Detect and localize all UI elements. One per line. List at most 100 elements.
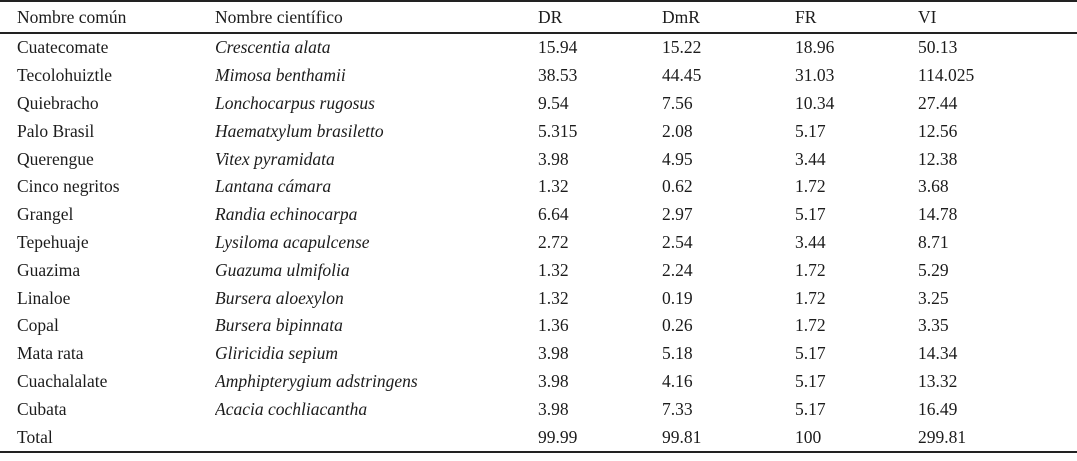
cell-fr: 5.17 (795, 343, 826, 364)
cell-common-name: Guazima (17, 259, 81, 280)
table-row: Mata rata Gliricidia sepium 3.98 5.18 5.17 14… (0, 340, 1077, 368)
cell-common-name: Cinco negritos (17, 176, 120, 197)
header-row: Nombre común Nombre científico DR DmR FR… (0, 0, 1077, 34)
cell-scientific-name (215, 423, 538, 453)
cell-scientific-name: Gliricidia sepium (215, 343, 338, 364)
cell-dr: 38.53 (538, 65, 578, 86)
cell-common-name: Cubata (17, 398, 67, 419)
table-row: Palo Brasil Haematxylum brasiletto 5.315 2.… (0, 117, 1077, 145)
table-row: Cinco negritos Lantana cámara 1.32 0.62 1.72… (0, 173, 1077, 201)
cell-dmr: 7.33 (662, 398, 693, 419)
cell-vi: 114.025 (918, 65, 975, 86)
cell-scientific-name: Lonchocarpus rugosus (215, 92, 375, 113)
cell-dmr: 44.45 (662, 65, 702, 86)
cell-common-name: Total (0, 423, 215, 453)
cell-fr: 18.96 (795, 37, 835, 58)
cell-fr: 100 (795, 423, 918, 453)
cell-vi: 16.49 (918, 398, 958, 419)
cell-scientific-name: Guazuma ulmifolia (215, 259, 350, 280)
cell-vi: 299.81 (918, 423, 1077, 453)
cell-scientific-name: Lysiloma acapulcense (215, 231, 370, 252)
cell-dr: 1.32 (538, 287, 569, 308)
total-row: Total 99.99 99.81 100 299.81 (0, 423, 1077, 453)
cell-common-name: Copal (17, 315, 59, 336)
table-row: Querengue Vitex pyramidata 3.98 4.95 3.44 12.… (0, 145, 1077, 173)
table-row: Cuatecomate Crescentia alata 15.94 15.22 18.… (0, 33, 1077, 62)
cell-dr: 5.315 (538, 120, 578, 141)
cell-common-name: Tecolohuiztle (17, 65, 112, 86)
header-dmr: DmR (662, 0, 795, 34)
header-dr: DR (538, 0, 662, 34)
cell-dr: 3.98 (538, 398, 569, 419)
cell-scientific-name: Lantana cámara (215, 176, 332, 197)
cell-scientific-name: Crescentia alata (215, 37, 331, 58)
cell-common-name: Cuachalalate (17, 370, 108, 391)
cell-dmr: 7.56 (662, 92, 693, 113)
cell-vi: 50.13 (918, 37, 958, 58)
cell-vi: 14.78 (918, 204, 958, 225)
cell-dmr: 0.26 (662, 315, 693, 336)
cell-common-name: Palo Brasil (17, 120, 95, 141)
cell-dmr: 2.24 (662, 259, 693, 280)
cell-dmr: 4.16 (662, 370, 693, 391)
cell-dmr: 99.81 (662, 423, 795, 453)
cell-dr: 15.94 (538, 37, 578, 58)
table-row: Cuachalalate Amphipterygium adstringens 3.… (0, 368, 1077, 396)
cell-dr: 9.54 (538, 92, 569, 113)
table-body: Cuatecomate Crescentia alata 15.94 15.22 18.… (0, 33, 1077, 453)
cell-vi: 8.71 (918, 231, 949, 252)
cell-vi: 5.29 (918, 259, 949, 280)
cell-common-name: Grangel (17, 204, 74, 225)
cell-fr: 31.03 (795, 65, 835, 86)
cell-dr: 1.32 (538, 176, 569, 197)
cell-common-name: Linaloe (17, 287, 71, 308)
cell-common-name: Cuatecomate (17, 37, 109, 58)
cell-vi: 12.38 (918, 148, 958, 169)
cell-scientific-name: Bursera aloexylon (215, 287, 344, 308)
cell-dmr: 2.97 (662, 204, 693, 225)
header-vi: VI (918, 0, 1077, 34)
cell-fr: 5.17 (795, 120, 826, 141)
cell-fr: 5.17 (795, 204, 826, 225)
cell-dr: 1.36 (538, 315, 569, 336)
cell-dr: 6.64 (538, 204, 569, 225)
cell-vi: 3.68 (918, 176, 949, 197)
cell-fr: 1.72 (795, 287, 826, 308)
header-common-name: Nombre común (0, 0, 215, 34)
cell-vi: 3.25 (918, 287, 949, 308)
cell-common-name: Tepehuaje (17, 231, 89, 252)
cell-dr: 1.32 (538, 259, 569, 280)
cell-vi: 27.44 (918, 92, 958, 113)
table-row: Grangel Randia echinocarpa 6.64 2.97 5.17 14.… (0, 201, 1077, 229)
table-header: Nombre común Nombre científico DR DmR FR… (0, 0, 1077, 34)
cell-dmr: 4.95 (662, 148, 693, 169)
cell-scientific-name: Randia echinocarpa (215, 204, 358, 225)
cell-vi: 3.35 (918, 315, 949, 336)
cell-fr: 3.44 (795, 231, 826, 252)
table-row: Copal Bursera bipinnata 1.36 0.26 1.72 3.35 (0, 312, 1077, 340)
header-scientific-name: Nombre científico (215, 0, 538, 34)
table-row: Quiebracho Lonchocarpus rugosus 9.54 7.56 10… (0, 90, 1077, 118)
cell-dr: 2.72 (538, 231, 569, 252)
cell-dmr: 0.62 (662, 176, 693, 197)
cell-common-name: Quiebracho (17, 92, 99, 113)
cell-common-name: Querengue (17, 148, 94, 169)
cell-common-name: Mata rata (17, 343, 84, 364)
cell-dr: 99.99 (538, 423, 662, 453)
cell-scientific-name: Vitex pyramidata (215, 148, 335, 169)
cell-dmr: 2.08 (662, 120, 693, 141)
cell-scientific-name: Mimosa benthamii (215, 65, 346, 86)
table-row: Tecolohuiztle Mimosa benthamii 38.53 44.45 3… (0, 62, 1077, 90)
cell-fr: 1.72 (795, 259, 826, 280)
cell-dr: 3.98 (538, 370, 569, 391)
cell-fr: 3.44 (795, 148, 826, 169)
cell-scientific-name: Haematxylum brasiletto (215, 120, 384, 141)
cell-dr: 3.98 (538, 148, 569, 169)
table-row: Tepehuaje Lysiloma acapulcense 2.72 2.54 3.4… (0, 229, 1077, 257)
cell-dmr: 0.19 (662, 287, 693, 308)
table-row: Linaloe Bursera aloexylon 1.32 0.19 1.72 3.25 (0, 284, 1077, 312)
cell-fr: 10.34 (795, 92, 835, 113)
table-row: Guazima Guazuma ulmifolia 1.32 2.24 1.72 5.29 (0, 256, 1077, 284)
cell-fr: 5.17 (795, 398, 826, 419)
